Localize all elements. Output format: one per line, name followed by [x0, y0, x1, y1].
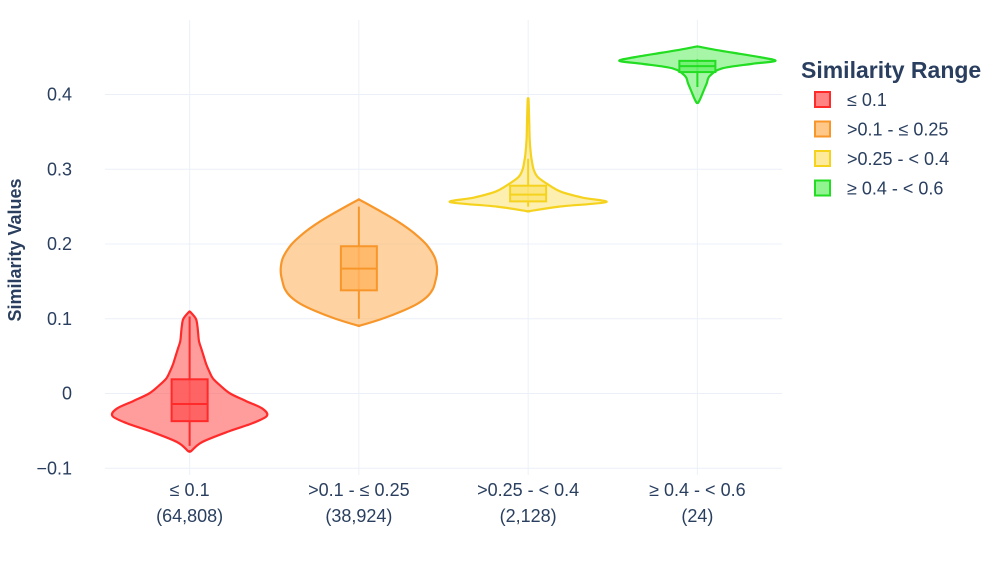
- x-tick-label: ≥ 0.4 - < 0.6: [649, 480, 745, 500]
- legend-label: >0.25 - < 0.4: [847, 149, 949, 169]
- legend-label: >0.1 - ≤ 0.25: [847, 120, 948, 140]
- legend-title: Similarity Range: [801, 57, 981, 83]
- x-tick-count-label: (38,924): [325, 506, 392, 526]
- iqr-box: [170, 378, 209, 423]
- legend-item: >0.25 - < 0.4: [814, 149, 949, 169]
- y-tick-label: 0.2: [47, 234, 72, 254]
- y-tick-label: 0: [62, 384, 72, 404]
- violin-plots: [110, 45, 777, 453]
- legend-swatch: [814, 91, 831, 108]
- x-tick-label: >0.25 - < 0.4: [477, 480, 579, 500]
- legend-label: ≤ 0.1: [847, 90, 887, 110]
- violin-group: [279, 198, 439, 328]
- iqr-box: [509, 184, 548, 203]
- violin-group: [448, 97, 608, 213]
- y-tick-label: 0.3: [47, 159, 72, 179]
- x-tick-count-label: (64,808): [156, 506, 223, 526]
- legend: Similarity Range ≤ 0.1 >0.1 - ≤ 0.25 >0.25…: [801, 57, 981, 199]
- x-tick-count-label: (2,128): [500, 506, 557, 526]
- y-axis-title: Similarity Values: [5, 178, 25, 321]
- legend-item: ≤ 0.1: [814, 90, 887, 110]
- violin-group: [110, 310, 269, 453]
- x-tick-count-label: (24): [681, 506, 713, 526]
- x-tick-label: >0.1 - ≤ 0.25: [308, 480, 409, 500]
- x-tick-label: ≤ 0.1: [170, 480, 210, 500]
- violin-shape: [448, 97, 608, 213]
- legend-label: ≥ 0.4 - < 0.6: [847, 179, 943, 199]
- violin-group: [618, 45, 777, 105]
- y-axis: −0.1 0 0.1 0.2 0.3 0.4: [36, 85, 72, 479]
- y-tick-label: −0.1: [36, 458, 72, 478]
- y-tick-label: 0.4: [47, 85, 72, 105]
- legend-swatch: [814, 150, 831, 167]
- legend-swatch: [814, 120, 831, 138]
- x-axis: ≤ 0.1 (64,808) >0.1 - ≤ 0.25 (38,924) >0.25 …: [156, 480, 745, 526]
- y-tick-label: 0.1: [47, 309, 72, 329]
- legend-item: ≥ 0.4 - < 0.6: [814, 179, 943, 199]
- legend-swatch: [814, 179, 831, 197]
- legend-item: >0.1 - ≤ 0.25: [814, 120, 948, 140]
